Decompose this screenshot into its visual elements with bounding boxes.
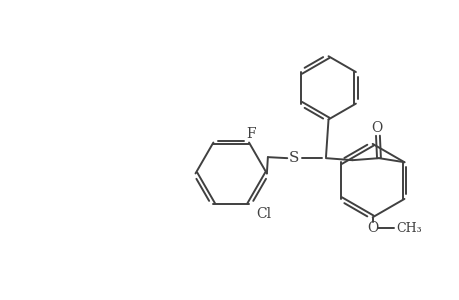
Text: O: O <box>366 221 377 236</box>
Text: F: F <box>246 127 255 141</box>
Text: O: O <box>370 121 382 135</box>
Text: CH₃: CH₃ <box>396 222 421 235</box>
Text: Cl: Cl <box>256 206 271 220</box>
Text: S: S <box>289 151 299 165</box>
